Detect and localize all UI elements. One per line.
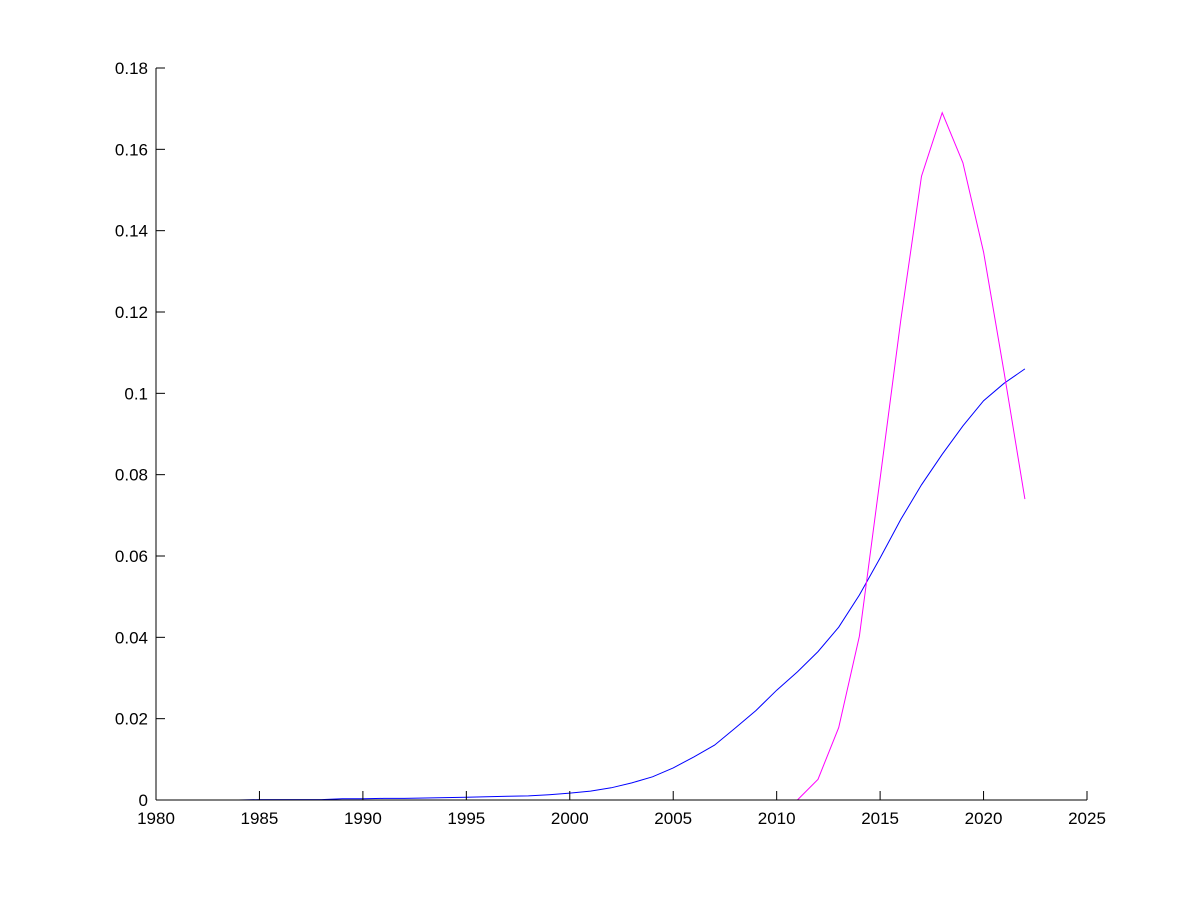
series-line-0 — [156, 368, 1026, 801]
x-tick-label: 2015 — [861, 809, 899, 828]
x-tick-label: 2025 — [1068, 809, 1106, 828]
y-tick-label: 0.06 — [115, 547, 148, 566]
x-tick-label: 1995 — [447, 809, 485, 828]
y-tick-label: 0.08 — [115, 466, 148, 485]
y-tick-label: 0.18 — [115, 59, 148, 78]
y-tick-label: 0.1 — [124, 384, 148, 403]
x-tick-label: 1990 — [344, 809, 382, 828]
x-tick-label: 1985 — [241, 809, 279, 828]
x-tick-label: 2005 — [654, 809, 692, 828]
y-tick-label: 0.16 — [115, 140, 148, 159]
y-tick-label: 0.04 — [115, 628, 148, 647]
x-tick-label: 2020 — [965, 809, 1003, 828]
x-tick-label: 1980 — [137, 809, 175, 828]
y-tick-label: 0 — [139, 791, 148, 810]
y-tick-label: 0.14 — [115, 222, 148, 241]
plot-area — [156, 111, 1026, 801]
x-tick-label: 2000 — [551, 809, 589, 828]
series-line-1 — [156, 111, 1026, 801]
axes: 1980 1985 1990 1995 2000 2005 2010 2015 2020 2025… — [115, 59, 1106, 828]
x-tick-label: 2010 — [758, 809, 796, 828]
y-tick-label: 0.12 — [115, 303, 148, 322]
y-tick-label: 0.02 — [115, 710, 148, 729]
